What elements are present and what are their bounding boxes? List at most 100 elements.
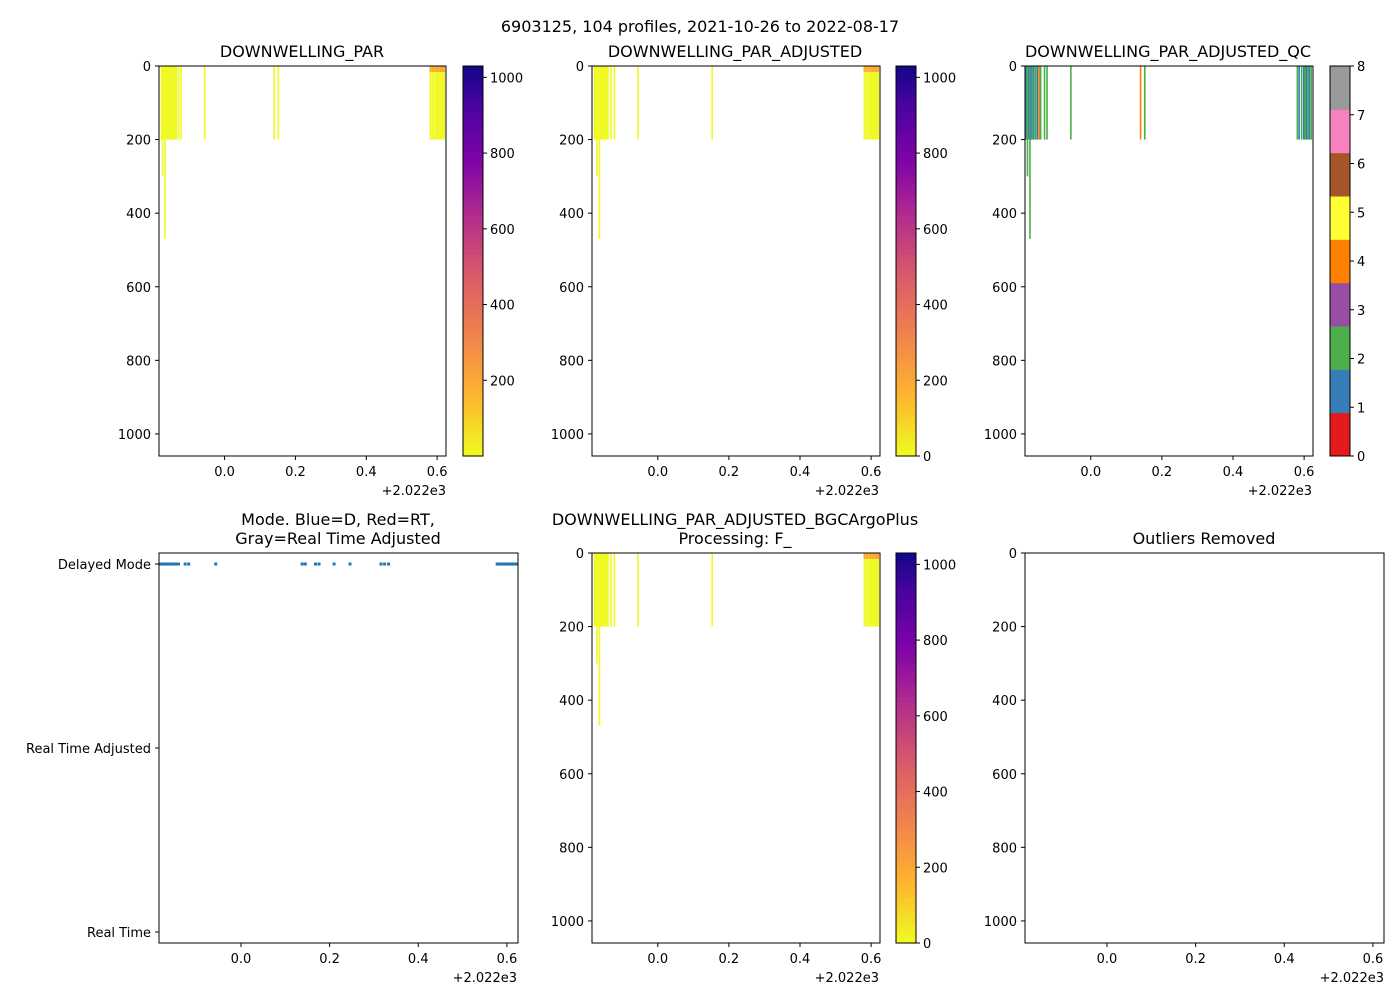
profile-2-10: [1039, 66, 1042, 140]
panel-outliers-offset: +2.022e3: [1320, 971, 1384, 986]
profile-0-21: [436, 66, 438, 140]
x-tick-label: 0.2: [1185, 952, 1206, 967]
colorbar-band-0-21: [463, 313, 483, 321]
x-tick-label: 0.6: [1294, 465, 1315, 480]
profile-1-15: [863, 66, 866, 140]
y-tick-label: 1000: [984, 428, 1017, 443]
y-category-label: Delayed Mode: [58, 558, 151, 573]
panel-par-adjusted-qc-title: DOWNWELLING_PAR_ADJUSTED_QC: [1025, 42, 1311, 62]
colorbar-tick-label: 200: [923, 861, 948, 876]
profile-0-11: [175, 66, 178, 140]
profile-surface-1-17: [867, 66, 869, 72]
colorbar-tick-label: 8: [1357, 60, 1365, 75]
colorbar-band-4-13: [896, 852, 916, 860]
colorbar-band-0-17: [463, 339, 483, 347]
colorbar-band-0-54: [463, 98, 483, 106]
colorbar-band-4-15: [896, 839, 916, 847]
colorbar-tick-label: 7: [1357, 109, 1365, 124]
profile-4-10: [607, 553, 609, 627]
colorbar-band-0-22: [463, 306, 483, 314]
colorbar-qc-6: [1330, 152, 1350, 197]
colorbar-band-4-25: [896, 774, 916, 782]
colorbar-band-1-11: [896, 378, 916, 386]
panel-par-adjusted-qc-offset: +2.022e3: [1248, 484, 1312, 499]
colorbar-band-1-20: [896, 319, 916, 327]
panel-mode-marks: [158, 562, 519, 566]
y-tick-label: 200: [559, 621, 584, 636]
colorbar-band-0-52: [463, 111, 483, 119]
x-tick-label: 0.6: [497, 952, 518, 967]
profile-4-3: [597, 553, 600, 627]
profile-surface-1-21: [873, 66, 875, 72]
profile-0-14: [203, 66, 206, 140]
profile-2-16: [1296, 66, 1299, 140]
colorbar-qc-2: [1330, 326, 1350, 370]
profile-4-22: [874, 553, 877, 627]
mode-point: [183, 562, 187, 566]
colorbar-band-1-17: [896, 339, 916, 347]
profile-4-8: [604, 553, 606, 627]
x-tick-label: 0.4: [790, 465, 811, 480]
profile-0-1: [161, 66, 164, 177]
colorbar-band-0-24: [463, 293, 483, 301]
colorbar-band-4-9: [896, 878, 916, 886]
profile-surface-0-23: [439, 66, 441, 72]
panel-par-adjusted-frame: [591, 65, 881, 457]
profile-1-23: [876, 66, 878, 140]
colorbar-qc-7: [1330, 109, 1350, 154]
mode-point: [177, 562, 181, 566]
colorbar-band-1-40: [896, 189, 916, 197]
panel-outliers-title: Outliers Removed: [1133, 529, 1276, 548]
profile-4-6: [601, 553, 604, 627]
colorbar-band-0-3: [463, 430, 483, 438]
panel-par-colorbar: 200 400 600 800 1000: [462, 65, 523, 457]
colorbar-band-1-32: [896, 241, 916, 249]
panel-par-adjusted-qc: DOWNWELLING_PAR_ADJUSTED_QC 020040060080…: [984, 42, 1365, 499]
colorbar-tick-label: 3: [1357, 304, 1365, 319]
profile-0-12: [177, 66, 180, 140]
colorbar-tick-label: 2: [1357, 353, 1365, 368]
colorbar-band-1-39: [896, 196, 916, 204]
profile-0-18: [431, 66, 433, 140]
colorbar-band-1-47: [896, 144, 916, 152]
panel-par-adjusted-qc-frame: [1024, 65, 1314, 457]
profile-4-0: [593, 553, 596, 627]
colorbar-band-1-45: [896, 157, 916, 165]
profile-0-10: [174, 66, 176, 140]
profile-4-9: [605, 553, 608, 627]
colorbar-band-4-48: [896, 624, 916, 632]
panel-par-bgcargoplus-frame: [591, 552, 881, 944]
profile-4-17: [867, 553, 869, 627]
colorbar-band-0-13: [463, 365, 483, 373]
colorbar-band-4-7: [896, 891, 916, 899]
mode-point: [515, 562, 519, 566]
y-tick-label: 0: [576, 60, 584, 75]
colorbar-band-4-16: [896, 832, 916, 840]
colorbar-tick-label: 200: [923, 374, 948, 389]
x-tick-label: 0.0: [647, 952, 668, 967]
y-tick-label: 1000: [984, 915, 1017, 930]
colorbar-band-0-56: [463, 85, 483, 93]
colorbar-band-4-39: [896, 683, 916, 691]
colorbar-band-0-15: [463, 352, 483, 360]
panel-mode-title-line2: Gray=Real Time Adjusted: [235, 529, 441, 548]
colorbar-tick-label: 0: [923, 450, 931, 465]
colorbar-band-1-49: [896, 131, 916, 139]
profile-2-2: [1028, 66, 1030, 140]
y-tick-label: 600: [126, 281, 151, 296]
profile-surface-4-18: [868, 553, 871, 559]
colorbar-band-1-43: [896, 170, 916, 178]
colorbar-band-1-58: [896, 72, 916, 80]
colorbar-band-0-8: [463, 397, 483, 405]
colorbar-band-4-6: [896, 897, 916, 905]
profile-1-20: [871, 66, 874, 140]
colorbar-band-0-53: [463, 105, 483, 113]
x-tick-label: 0.4: [408, 952, 429, 967]
colorbar-band-4-57: [896, 566, 916, 574]
x-tick-label: 0.0: [214, 465, 235, 480]
panel-par-offset: +2.022e3: [382, 484, 446, 499]
profile-4-18: [868, 553, 871, 627]
colorbar-qc-0: [1330, 412, 1350, 457]
colorbar-band-0-51: [463, 118, 483, 126]
colorbar-band-4-21: [896, 800, 916, 808]
